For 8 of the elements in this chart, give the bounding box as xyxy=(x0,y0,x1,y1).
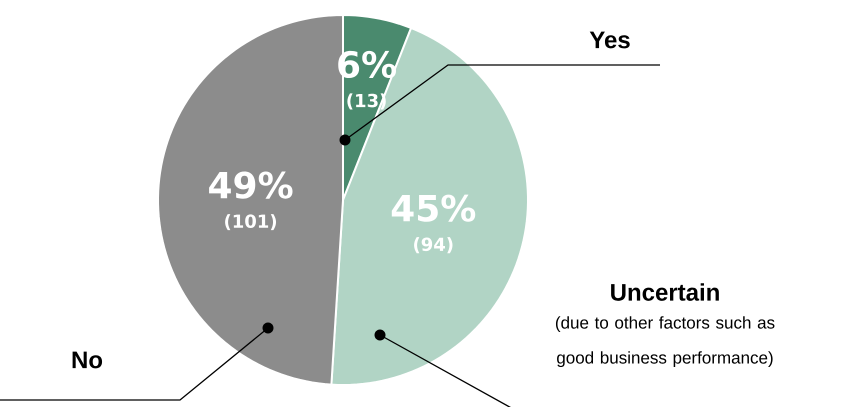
slice-label: Yes xyxy=(590,32,630,48)
text: (due to other factors such as good business performance) xyxy=(556,316,774,368)
text: (101) xyxy=(225,214,276,230)
slice-label: No xyxy=(72,352,102,368)
data-label: 49% xyxy=(209,171,293,199)
text: (94) xyxy=(414,237,452,254)
slice-label: Uncertain xyxy=(611,283,719,301)
data-label: 45% xyxy=(392,194,476,222)
